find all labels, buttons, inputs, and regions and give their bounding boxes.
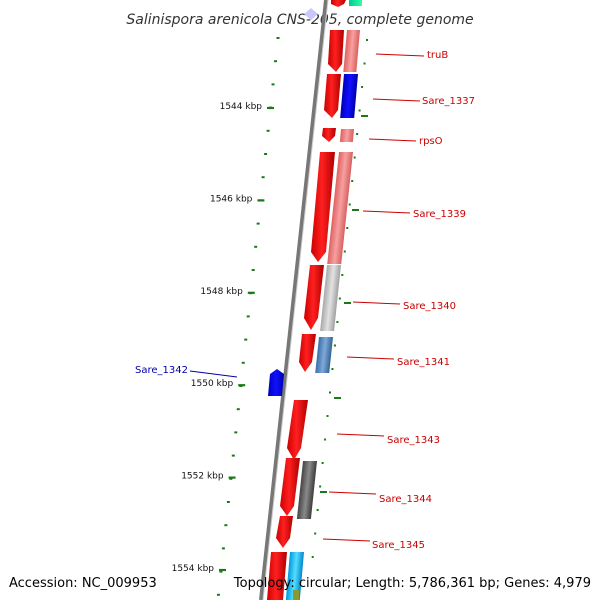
gene-block-sare-1341-category	[315, 337, 333, 373]
gene-label[interactable]: Sare_1345	[372, 540, 425, 551]
gene-block-trub-category	[343, 30, 360, 72]
gene-arrow-sare-1342	[268, 369, 284, 396]
scale-label: 1550 kbp	[191, 379, 234, 389]
gene-block-bottom-cyan	[285, 552, 304, 600]
scale-label: 1544 kbp	[220, 102, 263, 112]
gene-arrow-trub	[328, 30, 344, 72]
gene-label[interactable]: Sare_1337	[422, 96, 475, 107]
gene-arrow-sare-1344	[280, 458, 300, 516]
gene-label-leader	[375, 53, 425, 57]
gene-arrow-sare-1339	[311, 152, 335, 262]
gene-label-leader	[368, 138, 417, 142]
gene-block-bottom-olive	[293, 590, 299, 600]
gene-label-leader	[322, 538, 371, 542]
scale-label: 1552 kbp	[181, 472, 224, 482]
gene-arrow-bottom-red	[267, 552, 287, 600]
orientation-marker-icon	[304, 8, 318, 20]
gene-arrow-sare-1340	[304, 265, 324, 330]
scale-labels: 1544 kbp 1546 kbp 1548 kbp 1550 kbp 1552 kbp…	[172, 102, 274, 574]
gene-label[interactable]: Sare_1342	[135, 365, 188, 376]
gene-label[interactable]: truB	[427, 50, 448, 61]
gene-arrow-sare-1337	[324, 74, 341, 118]
gene-label[interactable]: Sare_1340	[403, 301, 456, 312]
genome-backbone	[259, 0, 328, 600]
genome-backbone-highlight	[262, 0, 329, 600]
gene-block-rpso-category	[339, 129, 354, 142]
gene-label-leader	[352, 301, 401, 305]
gene-label-leader	[189, 370, 238, 378]
gene-arrow-sare-1343	[287, 400, 308, 460]
gene-arrow-top-teal	[349, 0, 362, 6]
gene-block-sare-1344-category	[296, 461, 317, 519]
accession-text: Accession: NC_009953	[9, 576, 157, 591]
gene-label-leader	[328, 491, 377, 495]
gene-arrow-top-red	[331, 0, 346, 7]
gene-arrow-rpso	[322, 128, 336, 142]
gene-arrow-sare-1341	[299, 334, 316, 372]
gene-block-sare-1340-category	[320, 265, 341, 331]
gene-arrow-sare-1345	[276, 516, 293, 548]
scale-label: 1548 kbp	[200, 287, 243, 297]
scale-label: 1554 kbp	[172, 564, 215, 574]
gene-label[interactable]: Sare_1339	[413, 209, 466, 220]
gene-label[interactable]: Sare_1341	[397, 357, 450, 368]
genome-summary-text: Topology: circular; Length: 5,786,361 bp…	[233, 576, 591, 591]
gene-block-sare-1339-category	[327, 152, 353, 264]
gene-label[interactable]: Sare_1344	[379, 494, 432, 505]
gene-label[interactable]: Sare_1343	[387, 435, 440, 446]
scale-label: 1546 kbp	[210, 194, 253, 204]
gene-label[interactable]: rpsO	[419, 136, 443, 147]
gene-label-leader	[362, 210, 411, 214]
gene-label-leader	[372, 98, 421, 102]
gene-label-leader	[346, 356, 395, 360]
map-title: Salinispora arenicola CNS-205, complete …	[126, 12, 473, 28]
gene-label-leader	[336, 433, 385, 437]
gene-block-sare-1337-category	[340, 74, 358, 118]
gene-labels: truB Sare_1337 rpsO Sare_1339 Sare_1340 Sare_…	[135, 50, 475, 551]
